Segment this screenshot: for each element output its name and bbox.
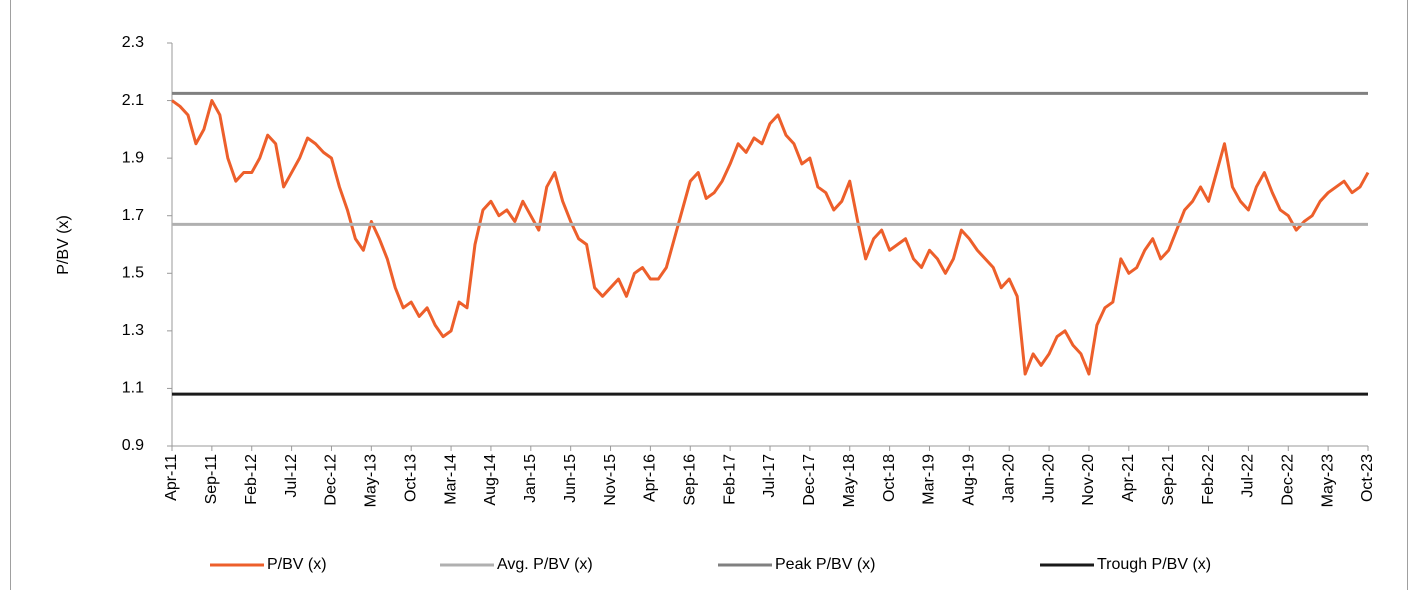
x-tick-label: Jan-20 xyxy=(1000,454,1017,503)
x-tick-label: Aug-14 xyxy=(482,454,499,506)
x-tick-label: Jun-20 xyxy=(1040,454,1057,503)
legend-label: Trough P/BV (x) xyxy=(1097,556,1211,573)
x-tick-label: Apr-16 xyxy=(642,454,659,502)
x-tick-label: Oct-18 xyxy=(881,454,898,502)
frame xyxy=(10,0,1408,590)
y-tick-label: 2.1 xyxy=(122,92,144,109)
y-tick-label: 1.5 xyxy=(122,265,144,282)
y-tick-label: 1.9 xyxy=(122,149,144,166)
y-tick-label: 2.3 xyxy=(122,34,144,51)
y-tick-label: 1.3 xyxy=(122,322,144,339)
x-tick-label: Aug-19 xyxy=(961,454,978,506)
y-tick-label: 0.9 xyxy=(122,437,144,454)
x-tick-label: Mar-19 xyxy=(921,454,938,505)
x-tick-label: Sep-21 xyxy=(1160,454,1177,506)
legend-label: Peak P/BV (x) xyxy=(775,556,875,573)
y-tick-label: 1.7 xyxy=(122,207,144,224)
x-tick-label: Feb-17 xyxy=(721,454,738,505)
x-tick-label: Jul-22 xyxy=(1240,454,1257,498)
x-tick-label: Feb-22 xyxy=(1200,454,1217,505)
x-tick-label: Oct-23 xyxy=(1359,454,1376,502)
x-tick-label: Jun-15 xyxy=(562,454,579,503)
y-axis-title: P/BV (x) xyxy=(55,215,72,275)
x-tick-label: Nov-20 xyxy=(1080,454,1097,506)
legend-label: P/BV (x) xyxy=(267,556,327,573)
x-tick-label: Jul-12 xyxy=(283,454,300,498)
x-tick-label: Oct-13 xyxy=(402,454,419,502)
x-tick-label: Sep-16 xyxy=(681,454,698,506)
x-tick-label: Jan-15 xyxy=(522,454,539,503)
x-tick-label: Apr-11 xyxy=(163,454,180,501)
legend-label: Avg. P/BV (x) xyxy=(497,556,593,573)
x-tick-label: Dec-22 xyxy=(1279,454,1296,506)
x-tick-label: Apr-21 xyxy=(1120,454,1137,502)
x-tick-label: Mar-14 xyxy=(442,454,459,505)
x-tick-label: Dec-17 xyxy=(801,454,818,506)
x-tick-label: May-18 xyxy=(841,454,858,507)
x-tick-label: Nov-15 xyxy=(602,454,619,506)
x-tick-label: Dec-12 xyxy=(323,454,340,506)
x-tick-label: Sep-11 xyxy=(203,454,220,505)
data-line xyxy=(171,99,1370,376)
x-tick-label: Feb-12 xyxy=(243,454,260,505)
y-tick-label: 1.1 xyxy=(122,380,144,397)
x-tick-label: May-23 xyxy=(1319,454,1336,507)
x-tick-label: May-13 xyxy=(363,454,380,507)
x-tick-label: Jul-17 xyxy=(761,454,778,498)
